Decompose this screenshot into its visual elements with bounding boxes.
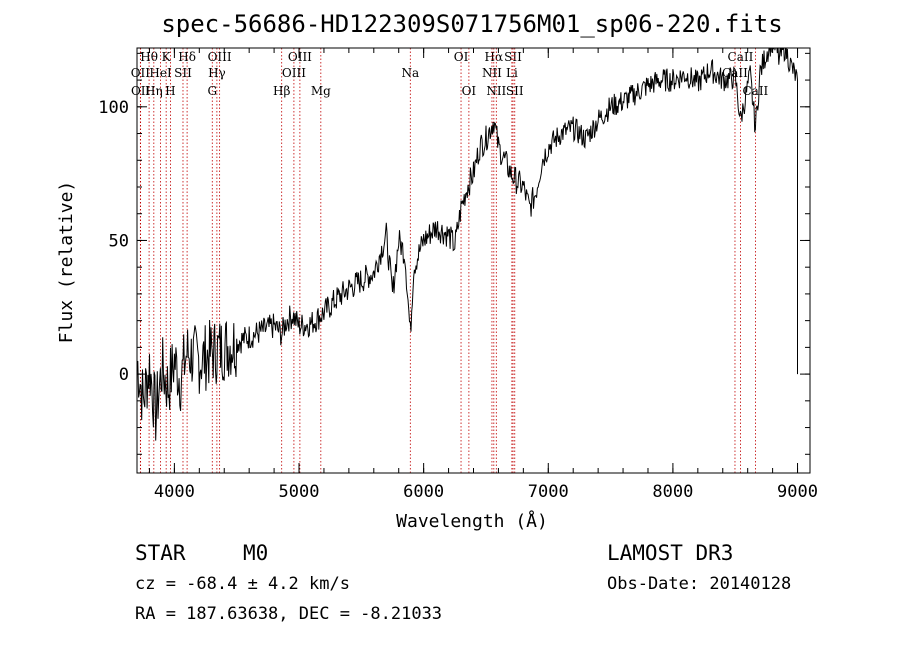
spectral-line-label-14: Hβ [273, 84, 290, 98]
object-subclass: M0 [243, 541, 268, 565]
spectral-line-label-24: SII [506, 84, 524, 98]
spectral-line-label-18: OI [462, 84, 477, 98]
spectral-line-label-19: Hα [485, 50, 504, 64]
object-class: STAR [135, 541, 186, 565]
spectral-line-label-0: Hθ [140, 50, 158, 64]
cz-value: cz = -68.4 ± 4.2 km/s [135, 574, 350, 594]
spectral-line-label-22: Li [506, 66, 518, 80]
x-tick-label-1: 5000 [279, 482, 320, 502]
spectral-line-label-13: OIII [282, 66, 306, 80]
spectral-line-label-21: NII [482, 66, 502, 80]
x-tick-label-4: 8000 [652, 482, 693, 502]
spectral-line-label-10: Hγ [208, 66, 226, 80]
spectral-line-label-20: SII [504, 50, 522, 64]
spectral-line-label-23: NII [486, 84, 506, 98]
spectral-line-label-4: HeI [149, 66, 172, 80]
coordinates: RA = 187.63638, DEC = -8.21033 [135, 604, 442, 624]
chart-title: spec-56686-HD122309S071756M01_sp06-220.f… [161, 10, 782, 38]
spectral-line-label-2: OII [131, 84, 151, 98]
spectral-line-label-11: G [207, 84, 217, 98]
y-tick-label-2: 100 [98, 98, 129, 118]
x-tick-label-0: 4000 [154, 482, 195, 502]
spectral-line-label-12: OIII [288, 50, 312, 64]
spectral-line-label-9: OIII [208, 50, 232, 64]
y-tick-label-1: 50 [109, 231, 129, 251]
spectral-line-label-8: H [165, 84, 175, 98]
x-tick-label-3: 7000 [528, 482, 569, 502]
flux-series-line-0 [137, 48, 798, 441]
plot-frame [136, 47, 811, 474]
y-tick-label-0: 0 [119, 365, 129, 385]
x-tick-label-2: 6000 [403, 482, 444, 502]
spectral-line-label-25: CaII [728, 50, 754, 64]
spectral-line-label-27: CaII [742, 84, 768, 98]
spectral-line-label-3: K [162, 50, 172, 64]
spectral-line-label-16: Na [401, 66, 419, 80]
spectral-line-label-17: OI [454, 50, 469, 64]
survey-name: LAMOST DR3 [607, 541, 733, 565]
obs-date: Obs-Date: 20140128 [607, 574, 791, 594]
x-axis-label: Wavelength (Å) [396, 510, 548, 532]
x-tick-label-5: 9000 [777, 482, 818, 502]
spectral-line-label-7: SII [174, 66, 192, 80]
spectral-line-label-5: Hη [145, 84, 163, 98]
spectral-line-label-15: Mg [311, 84, 331, 98]
spectral-line-label-6: Hδ [178, 50, 196, 64]
y-axis-label: Flux (relative) [56, 181, 77, 344]
